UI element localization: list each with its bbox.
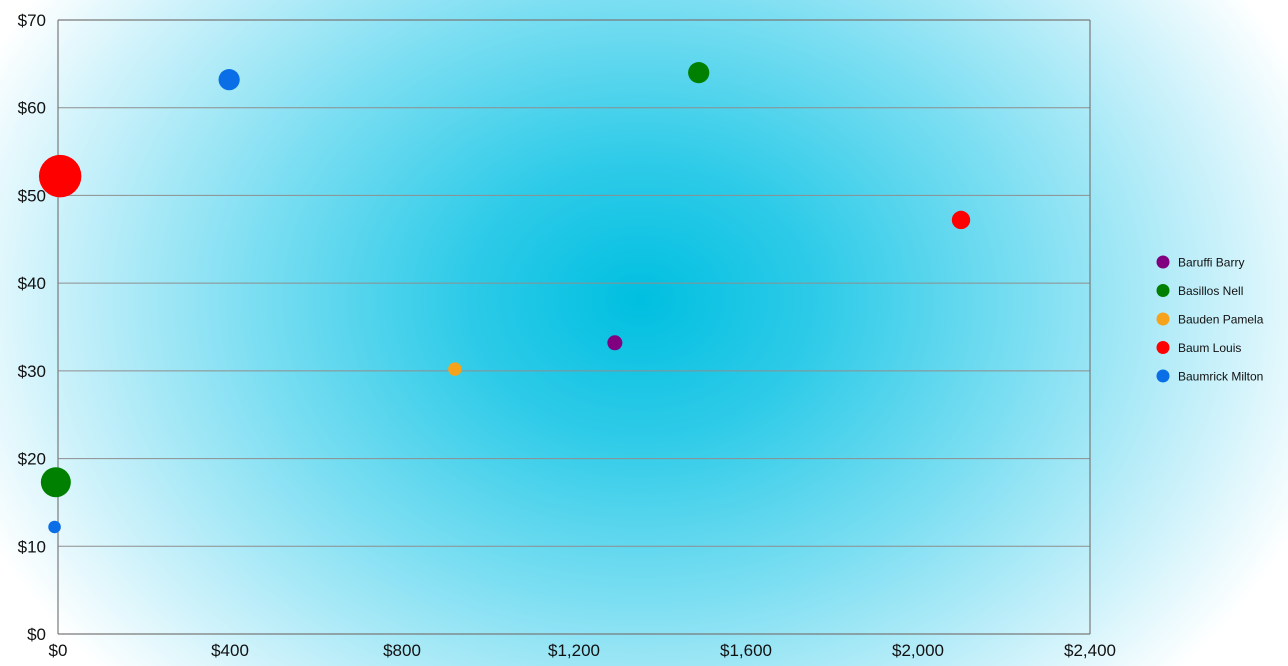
- legend-marker: [1156, 369, 1170, 383]
- legend-marker: [1156, 341, 1170, 354]
- data-points: [38, 62, 971, 534]
- x-tick-label: $2,000: [892, 641, 944, 660]
- x-tick-label: $1,600: [720, 641, 772, 660]
- bubble-baum-louis[interactable]: [38, 154, 82, 198]
- legend-marker: [1156, 312, 1170, 326]
- bubble-baruffi-barry[interactable]: [607, 335, 623, 351]
- y-tick-label: $70: [18, 11, 46, 30]
- y-tick-label: $60: [18, 99, 46, 118]
- grid-layer: [58, 19, 1090, 547]
- x-tick-label: $2,400: [1064, 641, 1116, 660]
- legend-label: Baumrick Milton: [1178, 370, 1263, 384]
- tick-labels: $0 $10 $20 $30 $40 $50 $60 $70 $0 $400 $800 $1,200 $…: [18, 11, 1116, 660]
- x-tick-label: $800: [383, 641, 421, 660]
- x-tick-label: $0: [49, 641, 68, 660]
- bubble-baumrick-milton[interactable]: [48, 520, 61, 534]
- legend: Baruffi Barry Basillos Nell Bauden Pamela B…: [1156, 255, 1264, 384]
- legend-label: Bauden Pamela: [1178, 313, 1264, 327]
- bubble-baum-louis[interactable]: [951, 210, 971, 230]
- bubble-bauden-pamela[interactable]: [448, 362, 462, 376]
- x-tick-label: $400: [211, 641, 249, 660]
- y-tick-label: $40: [18, 274, 46, 293]
- y-tick-label: $0: [27, 625, 46, 644]
- bubble-basillos-nell[interactable]: [688, 62, 710, 84]
- bubble-basillos-nell[interactable]: [40, 467, 71, 498]
- legend-label: Baum Louis: [1178, 341, 1241, 355]
- legend-label: Baruffi Barry: [1178, 256, 1244, 270]
- bubble-baumrick-milton[interactable]: [218, 69, 240, 91]
- legend-label: Basillos Nell: [1178, 284, 1243, 298]
- axis-layer: [57, 19, 1091, 635]
- legend-marker: [1156, 284, 1170, 297]
- y-tick-label: $20: [18, 450, 46, 469]
- legend-marker: [1156, 255, 1170, 269]
- x-tick-label: $1,200: [548, 641, 600, 660]
- y-tick-label: $10: [18, 537, 46, 556]
- y-tick-label: $30: [18, 362, 46, 381]
- y-tick-label: $50: [18, 186, 46, 205]
